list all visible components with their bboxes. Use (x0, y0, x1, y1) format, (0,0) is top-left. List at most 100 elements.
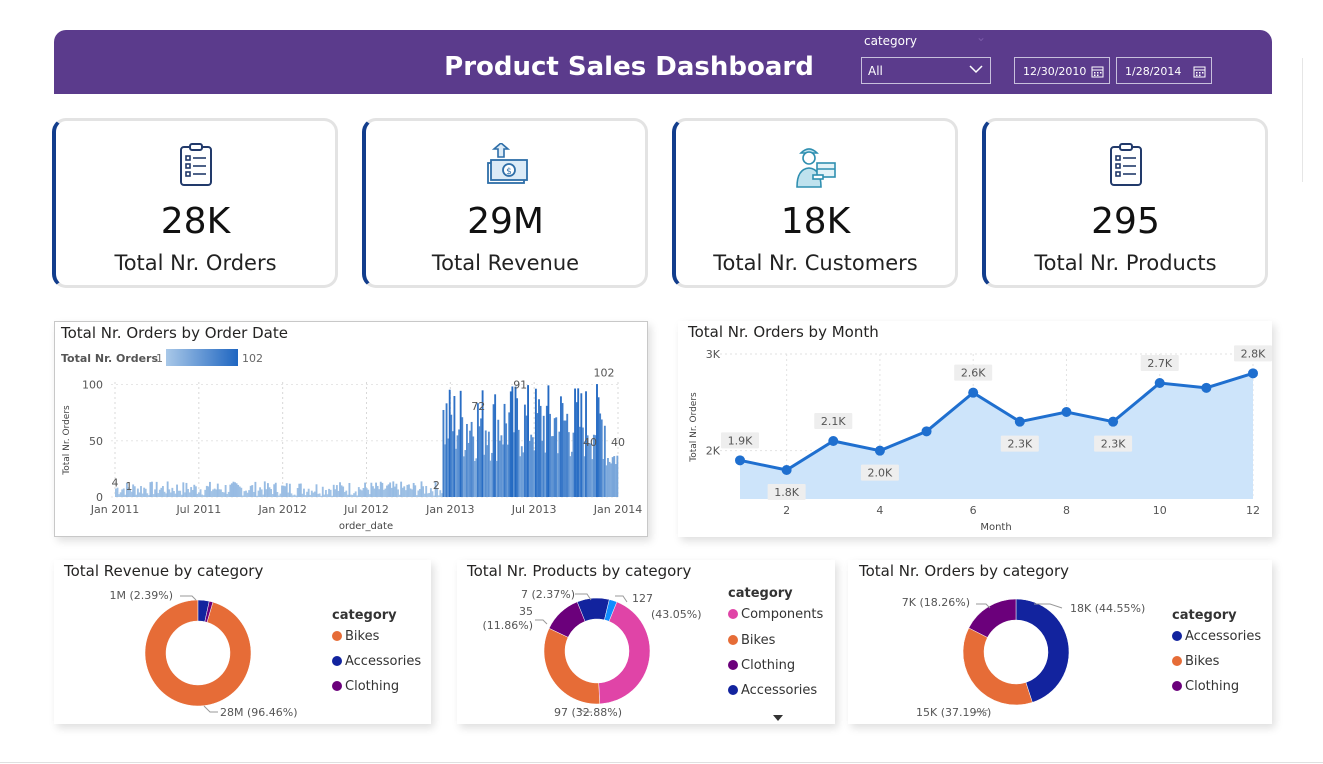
bar (379, 481, 382, 497)
legend-item-bikes[interactable]: Bikes (1172, 654, 1219, 669)
kpi-card-revenue: $ 29M Total Revenue (362, 118, 648, 288)
bar (469, 430, 472, 497)
end-date-field[interactable]: 1/28/2014 (1116, 57, 1212, 84)
kpi-label: Total Nr. Products (1034, 251, 1217, 275)
bar (140, 486, 142, 497)
bar (575, 402, 578, 497)
bar (201, 494, 204, 497)
legend-label: Accessories (741, 683, 818, 698)
bar (293, 494, 296, 497)
bar (318, 493, 321, 497)
data-label: 2.8K (1241, 347, 1266, 360)
bar (221, 492, 224, 497)
donut-svg: 1M (2.39%) 28M (96.46%) (109, 589, 297, 719)
bar (523, 404, 526, 497)
bar (329, 489, 332, 497)
data-point (921, 426, 932, 437)
legend-item-clothing[interactable]: Clothing (332, 679, 399, 694)
legend-item-bikes[interactable]: Bikes (332, 629, 379, 644)
bar (157, 493, 160, 497)
bar (483, 454, 486, 497)
page-title: Product Sales Dashboard (444, 52, 814, 82)
orders-by-date-chart[interactable]: Total Nr. Orders by Order Date Total Nr.… (54, 321, 648, 537)
bar (326, 494, 329, 497)
legend-item-components[interactable]: Components (728, 607, 823, 622)
x-axis-label: order_date (339, 521, 393, 532)
kpi-label: Total Nr. Customers (713, 251, 918, 275)
bar (143, 487, 146, 497)
bar (370, 482, 373, 497)
legend-dot (728, 609, 738, 619)
bar (125, 483, 128, 497)
start-date-field[interactable]: 12/30/2010 (1014, 57, 1110, 84)
data-label: 2.7K (1147, 357, 1172, 370)
data-label: 40 (611, 436, 625, 449)
bar (310, 490, 313, 497)
bar (223, 492, 225, 497)
bar (436, 488, 439, 497)
bar (453, 396, 456, 497)
category-dropdown-value: All (868, 64, 883, 78)
bar (227, 491, 230, 497)
bar (476, 403, 479, 497)
data-label: (43.05%) (651, 608, 702, 621)
bar (442, 409, 445, 497)
data-label: 97 (32.88%) (554, 706, 622, 719)
bar (409, 488, 412, 497)
legend-item-clothing[interactable]: Clothing (1172, 679, 1239, 694)
donut-slice (1015, 598, 1070, 703)
category-dropdown[interactable]: All (861, 57, 991, 84)
bar (614, 464, 617, 497)
bar (603, 425, 606, 497)
legend-item-accessories[interactable]: Accessories (728, 683, 817, 698)
bar (303, 488, 305, 497)
bar (169, 492, 172, 497)
legend-scroll-down-icon[interactable] (772, 707, 784, 726)
legend-dot (1172, 681, 1182, 691)
bar (434, 481, 437, 497)
bar (456, 435, 459, 497)
bar (528, 440, 531, 497)
bar (466, 423, 468, 497)
chevron-down-icon[interactable] (968, 61, 984, 81)
calendar-icon[interactable] (1091, 63, 1104, 82)
bar (489, 460, 492, 497)
bar (321, 486, 324, 497)
x-tick-label: Jan 2014 (593, 503, 642, 516)
legend-item-bikes[interactable]: Bikes (728, 633, 775, 648)
legend-item-clothing[interactable]: Clothing (728, 658, 795, 673)
bar (556, 453, 559, 497)
bar (580, 393, 583, 497)
bar (273, 484, 276, 497)
bar (277, 495, 280, 497)
leader-line (180, 595, 197, 601)
bar (429, 488, 432, 497)
legend-item-accessories[interactable]: Accessories (332, 654, 421, 669)
legend-item-accessories[interactable]: Accessories (1172, 629, 1261, 644)
bar (359, 489, 362, 497)
orders-by-category-chart[interactable]: Total Nr. Orders by category 18K (44.55%… (848, 560, 1272, 724)
x-tick-label: Jul 2012 (343, 503, 389, 516)
bar (224, 485, 227, 497)
data-label: 1 (125, 480, 132, 493)
bar (594, 435, 597, 497)
bar (118, 494, 120, 497)
bar (494, 394, 497, 497)
bar (180, 494, 183, 497)
data-label: 2.1K (821, 415, 846, 428)
revenue-by-category-chart[interactable]: Total Revenue by category 1M (2.39%) 28M … (54, 560, 431, 724)
orders-by-date-svg: Total Nr. Orders 1 102 Total Nr. Orders … (61, 349, 642, 532)
products-by-category-chart[interactable]: Total Nr. Products by category 127 7 (2.3… (457, 560, 835, 724)
clipboard-icon (56, 143, 335, 191)
bar (445, 403, 448, 497)
calendar-icon[interactable] (1193, 63, 1206, 82)
legend-label: Bikes (345, 629, 380, 644)
bar (367, 489, 370, 497)
x-tick-label: Jan 2013 (425, 503, 474, 516)
bar (240, 487, 243, 497)
bar (342, 486, 345, 497)
data-point (874, 445, 885, 456)
legend-label: Accessories (1185, 629, 1262, 644)
bar (249, 485, 252, 497)
orders-by-month-chart[interactable]: Total Nr. Orders by Month Total Nr. Orde… (678, 321, 1272, 537)
